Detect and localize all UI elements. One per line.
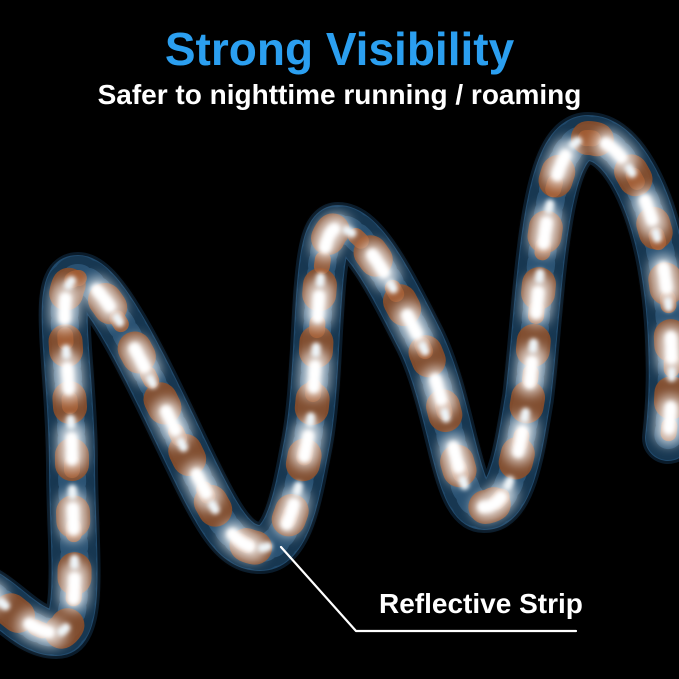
rope-rust-accents-small: [0, 130, 679, 641]
page-title: Strong Visibility: [164, 23, 515, 75]
callout-line: [279, 545, 578, 633]
reflective-strip-label: Reflective Strip: [379, 588, 583, 619]
reflective-strip-cells: [0, 132, 678, 639]
page-subtitle: Safer to nighttime running / roaming: [97, 78, 582, 110]
header: Strong Visibility Safer to nighttime run…: [0, 24, 679, 110]
reflective-strip-cells-secondary: [0, 133, 677, 638]
